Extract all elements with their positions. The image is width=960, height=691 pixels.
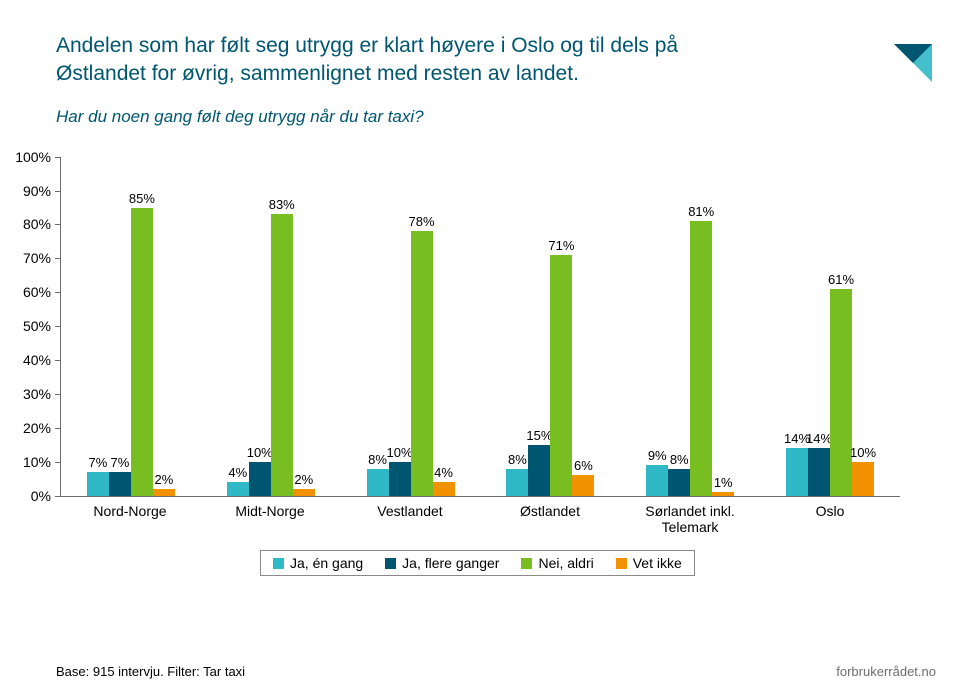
slide-title: Andelen som har følt seg utrygg er klart…: [56, 32, 816, 89]
footer-right: forbrukerrådet.no: [836, 664, 936, 679]
bar-value-label: 6%: [574, 458, 593, 473]
y-axis-label: 10%: [23, 454, 61, 470]
chart-legend: Ja, én gang Ja, flere ganger Nei, aldri Vet…: [260, 550, 695, 576]
bar-value-label: 10%: [247, 445, 273, 460]
slide-subtitle: Har du noen gang følt deg utrygg når du …: [56, 107, 904, 127]
bar-value-label: 4%: [228, 465, 247, 480]
bar-value-label: 10%: [387, 445, 413, 460]
chart-group: 4%10%83%2%: [201, 157, 341, 496]
title-line-2: Østlandet for øvrig, sammenlignet med re…: [56, 62, 579, 85]
legend-swatch: [521, 558, 532, 569]
bar: 2%: [153, 489, 175, 496]
bar: 7%: [87, 472, 109, 496]
bar: 81%: [690, 221, 712, 496]
chart-group: 7%7%85%2%: [61, 157, 201, 496]
legend-item: Ja, flere ganger: [385, 555, 499, 571]
bar-value-label: 15%: [526, 428, 552, 443]
brand-logo: [894, 44, 932, 82]
chart-group: 8%15%71%6%: [480, 157, 620, 496]
bar: 4%: [433, 482, 455, 496]
bar-value-label: 8%: [670, 452, 689, 467]
chart-group: 14%14%61%10%: [760, 157, 900, 496]
bar-value-label: 8%: [368, 452, 387, 467]
bar: 14%: [808, 448, 830, 495]
bar-value-label: 7%: [111, 455, 130, 470]
x-axis-label: Nord-Norge: [60, 503, 200, 537]
bar: 10%: [249, 462, 271, 496]
y-axis-label: 80%: [23, 216, 61, 232]
bar: 6%: [572, 475, 594, 495]
bar: 8%: [506, 469, 528, 496]
bar: 4%: [227, 482, 249, 496]
legend-label: Vet ikke: [633, 555, 682, 571]
bar: 83%: [271, 214, 293, 495]
bar-value-label: 7%: [89, 455, 108, 470]
legend-swatch: [385, 558, 396, 569]
legend-item: Nei, aldri: [521, 555, 593, 571]
slide: Andelen som har følt seg utrygg er klart…: [0, 0, 960, 691]
chart-group: 8%10%78%4%: [341, 157, 481, 496]
y-axis-label: 70%: [23, 250, 61, 266]
y-axis-label: 100%: [15, 149, 61, 165]
chart-groups: 7%7%85%2%4%10%83%2%8%10%78%4%8%15%71%6%9…: [61, 157, 900, 496]
bar: 10%: [389, 462, 411, 496]
bar-value-label: 14%: [806, 431, 832, 446]
legend-label: Ja, én gang: [290, 555, 363, 571]
bar: 1%: [712, 492, 734, 495]
chart-group: 9%8%81%1%: [620, 157, 760, 496]
bar-value-label: 4%: [434, 465, 453, 480]
y-axis-label: 90%: [23, 183, 61, 199]
x-axis-label: Oslo: [760, 503, 900, 537]
bar: 2%: [293, 489, 315, 496]
y-axis-label: 0%: [31, 488, 61, 504]
title-line-1: Andelen som har følt seg utrygg er klart…: [56, 34, 678, 57]
y-axis-label: 40%: [23, 352, 61, 368]
legend-label: Nei, aldri: [538, 555, 593, 571]
legend-label: Ja, flere ganger: [402, 555, 499, 571]
bar: 8%: [367, 469, 389, 496]
x-axis-label: Midt-Norge: [200, 503, 340, 537]
bar-value-label: 8%: [508, 452, 527, 467]
bar-value-label: 61%: [828, 272, 854, 287]
bar: 8%: [668, 469, 690, 496]
bar-value-label: 2%: [294, 472, 313, 487]
bar-value-label: 78%: [409, 214, 435, 229]
bar-value-label: 85%: [129, 191, 155, 206]
chart-x-labels: Nord-NorgeMidt-NorgeVestlandetØstlandetS…: [60, 503, 900, 537]
x-axis-label: Østlandet: [480, 503, 620, 537]
y-axis-label: 30%: [23, 386, 61, 402]
bar: 85%: [131, 208, 153, 496]
bar: 78%: [411, 231, 433, 495]
chart: 7%7%85%2%4%10%83%2%8%10%78%4%8%15%71%6%9…: [60, 157, 900, 577]
bar: 71%: [550, 255, 572, 496]
legend-swatch: [616, 558, 627, 569]
legend-item: Ja, én gang: [273, 555, 363, 571]
bar: 61%: [830, 289, 852, 496]
y-axis-label: 50%: [23, 318, 61, 334]
x-axis-label: Vestlandet: [340, 503, 480, 537]
bar-value-label: 81%: [688, 204, 714, 219]
bar-value-label: 10%: [850, 445, 876, 460]
bar-value-label: 9%: [648, 448, 667, 463]
bar-value-label: 1%: [714, 475, 733, 490]
bar-value-label: 71%: [548, 238, 574, 253]
chart-plot-area: 7%7%85%2%4%10%83%2%8%10%78%4%8%15%71%6%9…: [60, 157, 900, 497]
footer-left: Base: 915 intervju. Filter: Tar taxi: [56, 664, 245, 679]
bar: 9%: [646, 465, 668, 496]
bar-value-label: 2%: [155, 472, 174, 487]
bar: 10%: [852, 462, 874, 496]
legend-swatch: [273, 558, 284, 569]
bar: 14%: [786, 448, 808, 495]
bar-value-label: 83%: [269, 197, 295, 212]
y-axis-label: 60%: [23, 284, 61, 300]
x-axis-label: Sørlandet inkl.Telemark: [620, 503, 760, 537]
bar: 15%: [528, 445, 550, 496]
y-axis-label: 20%: [23, 420, 61, 436]
legend-item: Vet ikke: [616, 555, 682, 571]
bar: 7%: [109, 472, 131, 496]
